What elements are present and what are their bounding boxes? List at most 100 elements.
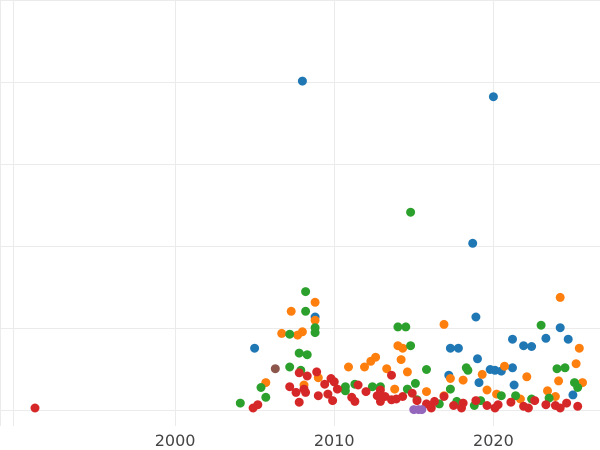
data-point-orange [398, 343, 408, 353]
data-point-green [422, 365, 431, 374]
data-point-green [340, 386, 350, 396]
x-tick-label: 2010 [314, 431, 355, 450]
data-point-green [560, 363, 570, 373]
data-point-red [398, 392, 408, 401]
data-point-red [523, 403, 533, 413]
data-point-red [312, 367, 322, 377]
data-point-orange [390, 384, 400, 394]
data-point-red [457, 403, 466, 413]
data-point-green [573, 383, 583, 392]
data-point-red [573, 401, 583, 411]
data-point-green [496, 391, 506, 401]
data-point-orange [571, 359, 581, 369]
data-point-blue [471, 312, 481, 322]
data-point-green [406, 207, 416, 217]
data-point-blue [445, 343, 455, 353]
data-point-red [449, 401, 459, 410]
data-point-red [555, 403, 565, 413]
data-point-red [329, 377, 339, 387]
data-point-green [406, 341, 416, 351]
data-point-orange [382, 364, 392, 374]
x-tick-label: 2020 [473, 431, 514, 450]
data-point-red [285, 382, 295, 392]
data-point-red [530, 396, 540, 406]
data-point-orange [310, 315, 320, 325]
data-point-red [302, 371, 312, 381]
data-point-orange [482, 385, 492, 395]
data-point-orange [543, 386, 552, 396]
data-point-purple [417, 405, 427, 415]
data-point-blue [474, 378, 484, 388]
data-point-orange [402, 367, 412, 377]
data-point-green [301, 287, 311, 297]
data-point-red [482, 401, 492, 410]
data-point-green [256, 383, 266, 392]
data-point-green [401, 322, 411, 332]
data-point-green [235, 398, 245, 408]
data-point-blue [297, 76, 307, 86]
data-point-blue [468, 238, 478, 248]
data-point-blue [453, 343, 463, 353]
data-point-red [387, 370, 396, 380]
x-axis-ticks: 2000 2010 2020 [155, 431, 514, 450]
data-point-orange [277, 328, 287, 338]
data-point-blue [508, 334, 517, 344]
data-point-orange [344, 362, 353, 372]
data-point-red [30, 403, 40, 413]
data-point-green [511, 391, 521, 401]
data-point-blue [509, 380, 519, 390]
data-point-red [328, 396, 338, 406]
data-point-orange [555, 292, 565, 302]
data-point-orange [522, 372, 532, 382]
data-point-green [285, 362, 295, 372]
data-point-red [294, 368, 304, 378]
data-point-red [350, 396, 360, 406]
data-point-orange [310, 297, 320, 307]
data-point-orange [477, 369, 487, 379]
data-point-green [463, 365, 473, 375]
data-point-blue [488, 92, 498, 102]
data-point-red [506, 397, 516, 407]
data-point-red [313, 391, 323, 401]
data-point-red [320, 379, 330, 389]
data-point-orange [574, 343, 584, 353]
data-point-orange [371, 352, 381, 362]
data-point-orange [396, 355, 406, 365]
data-point-orange [297, 327, 307, 337]
data-point-red [253, 400, 263, 410]
data-point-green [301, 306, 311, 316]
data-point-red [294, 397, 304, 407]
data-point-green [302, 350, 312, 360]
data-point-brown [270, 364, 280, 374]
data-point-blue [541, 333, 551, 343]
data-point-green [393, 322, 403, 332]
data-point-orange [500, 361, 509, 371]
data-point-red [375, 385, 385, 395]
data-point-blue [250, 343, 260, 353]
data-point-orange [445, 374, 455, 383]
data-point-red [323, 389, 333, 399]
data-point-blue [508, 363, 517, 373]
data-point-green [294, 348, 304, 358]
data-point-orange [422, 387, 431, 397]
data-point-orange [360, 362, 369, 372]
data-point-green [552, 364, 562, 374]
data-point-green [536, 320, 546, 330]
data-point-blue [527, 342, 537, 351]
data-point-orange [439, 319, 449, 329]
data-point-orange [458, 375, 468, 385]
grid [0, 0, 600, 426]
data-point-green [410, 378, 420, 388]
data-point-blue [563, 334, 573, 344]
data-point-red [490, 403, 500, 413]
data-point-blue [473, 354, 482, 364]
data-point-green [261, 392, 271, 402]
data-point-red [332, 384, 342, 394]
data-point-blue [568, 390, 578, 400]
data-point-red [412, 396, 422, 406]
data-point-red [353, 380, 363, 390]
data-point-blue [519, 341, 529, 351]
data-point-orange [554, 376, 564, 386]
data-points [30, 76, 587, 415]
